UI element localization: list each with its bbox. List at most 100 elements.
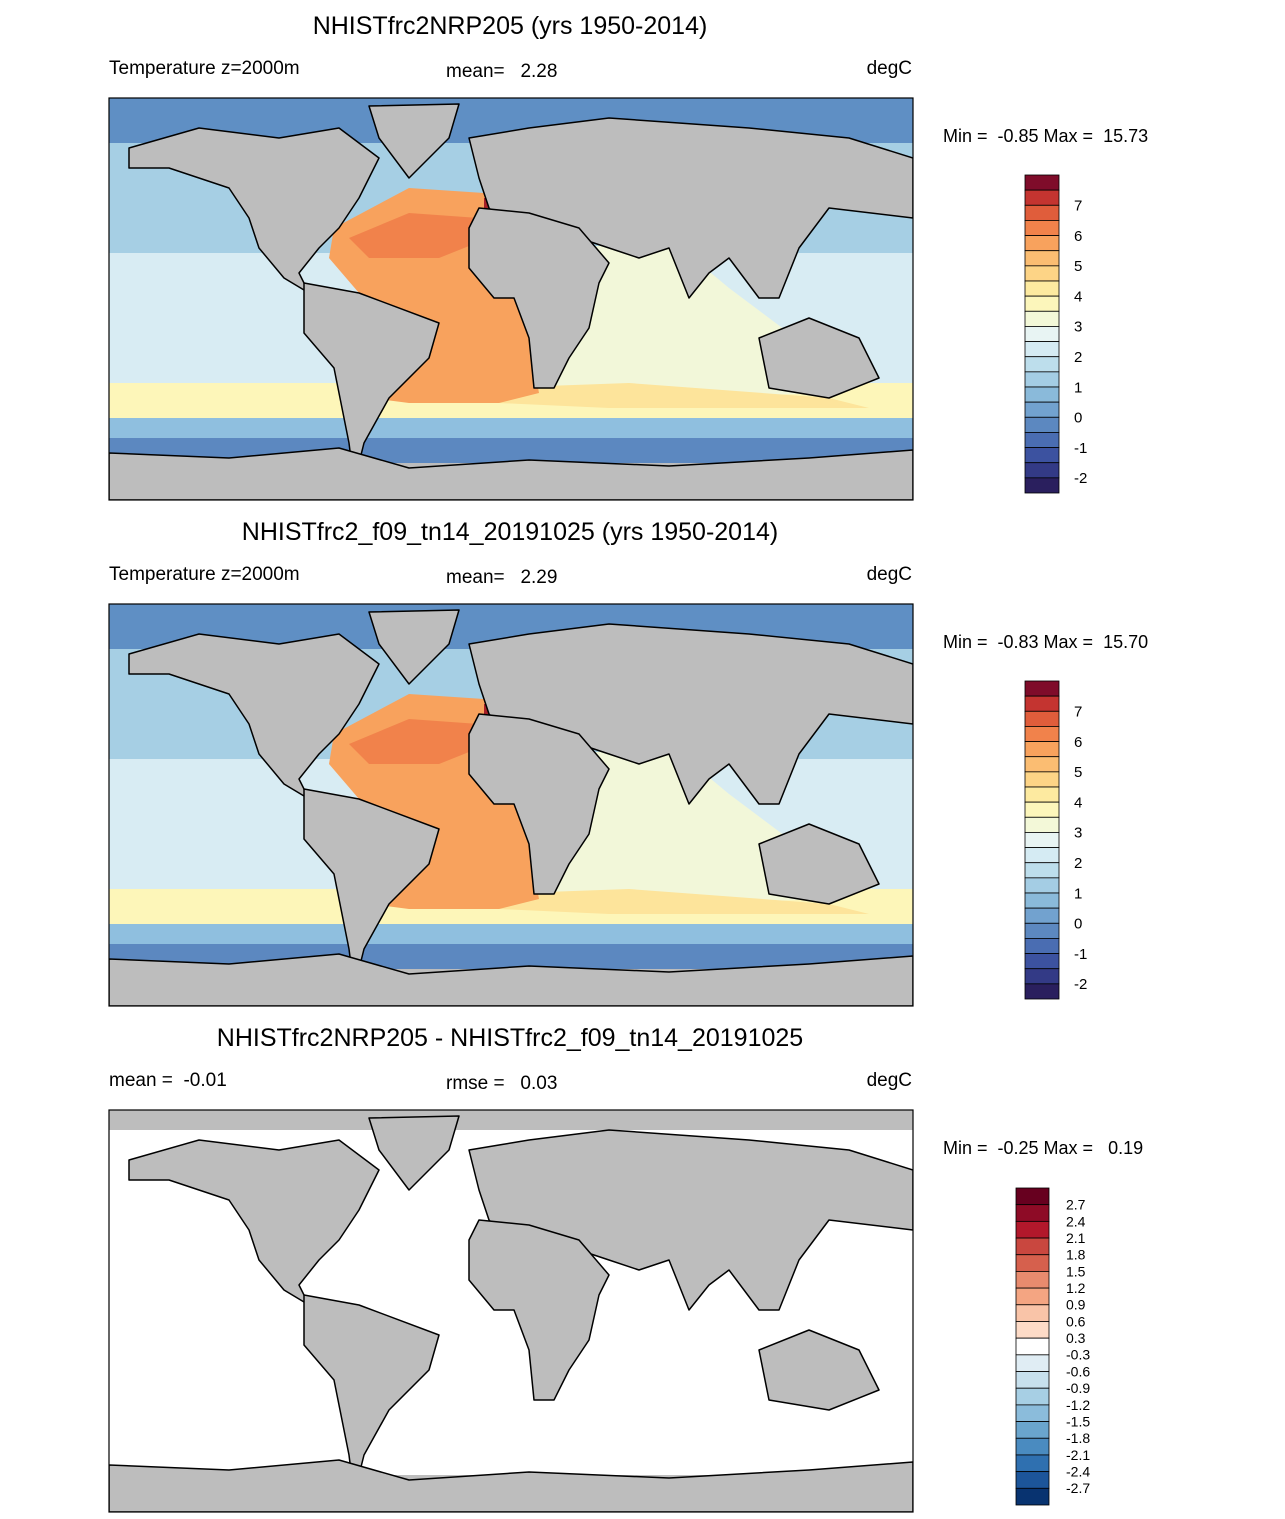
panel: NHISTfrc2_f09_tn14_20191025 (yrs 1950-20…	[108, 518, 1148, 1007]
panel: NHISTfrc2NRP205 (yrs 1950-2014) Temperatu…	[108, 12, 1148, 501]
colorbar-box	[1015, 1271, 1050, 1289]
map-frame	[108, 1109, 914, 1513]
colorbar-label: -0.9	[1066, 1380, 1090, 1396]
colorbar-box	[1024, 983, 1060, 1000]
colorbar-label: -2.1	[1066, 1447, 1090, 1463]
units-label: degC	[867, 564, 912, 585]
colorbar-box	[1015, 1371, 1050, 1389]
colorbar-box	[1024, 265, 1060, 282]
colorbar-label: -2	[1074, 976, 1087, 993]
colorbar-box	[1024, 235, 1060, 252]
colorbar-box	[1015, 1237, 1050, 1256]
colorbar-label: -2.4	[1066, 1464, 1090, 1480]
map-frame	[108, 603, 914, 1007]
panel-title: NHISTfrc2_f09_tn14_20191025 (yrs 1950-20…	[242, 518, 778, 546]
colorbar-box	[1015, 1321, 1050, 1339]
colorbar-box	[1024, 710, 1060, 727]
colorbar-box	[1024, 877, 1060, 894]
colorbar-box	[1024, 847, 1060, 864]
colorbar-box	[1015, 1404, 1050, 1422]
units-label: degC	[867, 58, 912, 79]
colorbar-box	[1015, 1304, 1050, 1322]
colorbar-box	[1024, 892, 1060, 909]
colorbar-label: 0.9	[1066, 1297, 1086, 1313]
colorbar-label: 0	[1074, 410, 1082, 427]
colorbar-box	[1024, 447, 1060, 464]
colorbar-label: 3	[1074, 825, 1082, 842]
colorbar-box	[1024, 356, 1060, 373]
colorbar: 7 6 5 4 3 2 1 0 -1 -2	[1024, 174, 1087, 494]
min-max: Min = -0.25 Max = 0.19	[943, 1138, 1143, 1158]
min-max: Min = -0.85 Max = 15.73	[943, 126, 1148, 146]
colorbar-label: 0.6	[1066, 1313, 1086, 1329]
colorbar-box	[1024, 432, 1060, 448]
colorbar-label: 5	[1074, 258, 1082, 275]
colorbar-label: 4	[1074, 288, 1082, 305]
colorbar-box	[1024, 968, 1060, 985]
colorbar-label: 7	[1074, 198, 1082, 215]
map	[108, 1109, 914, 1513]
colorbar-box	[1024, 250, 1060, 267]
colorbar-label: 1	[1074, 885, 1082, 902]
map	[108, 97, 914, 501]
colorbar-label: -1.8	[1066, 1430, 1090, 1446]
colorbar-label: 2	[1074, 349, 1082, 366]
colorbar-label: -1.5	[1066, 1413, 1090, 1429]
colorbar-label: -0.3	[1066, 1347, 1090, 1363]
units-label: degC	[867, 1070, 912, 1091]
center-label: mean= 2.29	[446, 567, 557, 588]
colorbar-label: 2.7	[1066, 1197, 1086, 1213]
left-label: Temperature z=2000m	[109, 58, 300, 79]
colorbar-box	[1024, 695, 1060, 712]
colorbar-box	[1024, 922, 1060, 939]
center-label: mean= 2.28	[446, 61, 557, 82]
colorbar: 7 6 5 4 3 2 1 0 -1 -2	[1024, 680, 1087, 1000]
colorbar-box	[1015, 1187, 1050, 1206]
center-label: rmse = 0.03	[446, 1073, 557, 1094]
colorbar-box	[1015, 1204, 1050, 1222]
map	[108, 603, 914, 1007]
colorbar-box	[1024, 341, 1060, 358]
colorbar-box	[1015, 1387, 1050, 1406]
colorbar-box	[1024, 771, 1060, 788]
colorbar-box	[1024, 756, 1060, 773]
colorbar-box	[1024, 726, 1060, 742]
colorbar-box	[1024, 816, 1060, 833]
colorbar-box	[1015, 1454, 1050, 1473]
colorbar-box	[1024, 953, 1060, 970]
left-label: Temperature z=2000m	[109, 564, 300, 585]
colorbar-box	[1024, 862, 1060, 879]
colorbar-box	[1024, 189, 1060, 206]
colorbar-label: 0	[1074, 916, 1082, 933]
colorbar-box	[1024, 462, 1060, 479]
colorbar-label: -1.2	[1066, 1397, 1090, 1413]
min-max: Min = -0.83 Max = 15.70	[943, 632, 1148, 652]
colorbar-box	[1024, 204, 1060, 221]
colorbar-box	[1024, 371, 1060, 388]
colorbar-box	[1015, 1337, 1050, 1356]
colorbar-box	[1024, 801, 1060, 818]
panel: NHISTfrc2NRP205 - NHISTfrc2_f09_tn14_201…	[108, 1024, 1143, 1513]
colorbar-box	[1024, 786, 1060, 803]
colorbar-box	[1024, 174, 1060, 191]
colorbar-box	[1015, 1437, 1050, 1456]
colorbar-box	[1015, 1254, 1050, 1272]
colorbar-box	[1024, 280, 1060, 297]
colorbar-label: 1.8	[1066, 1247, 1086, 1263]
colorbar-box	[1024, 401, 1060, 418]
colorbar-box	[1024, 938, 1060, 954]
colorbar-box	[1015, 1287, 1050, 1306]
colorbar-box	[1015, 1220, 1050, 1239]
colorbar-label: 1.5	[1066, 1263, 1086, 1279]
colorbar-label: 1	[1074, 379, 1082, 396]
colorbar-box	[1024, 295, 1060, 312]
colorbar-label: -2.7	[1066, 1480, 1090, 1496]
colorbar-label: 6	[1074, 734, 1082, 751]
colorbar-label: 2	[1074, 855, 1082, 872]
colorbar-box	[1015, 1354, 1050, 1372]
panel-title: NHISTfrc2NRP205 (yrs 1950-2014)	[313, 12, 708, 40]
colorbar-box	[1024, 477, 1060, 494]
colorbar-label: 4	[1074, 794, 1082, 811]
colorbar-label: 5	[1074, 764, 1082, 781]
